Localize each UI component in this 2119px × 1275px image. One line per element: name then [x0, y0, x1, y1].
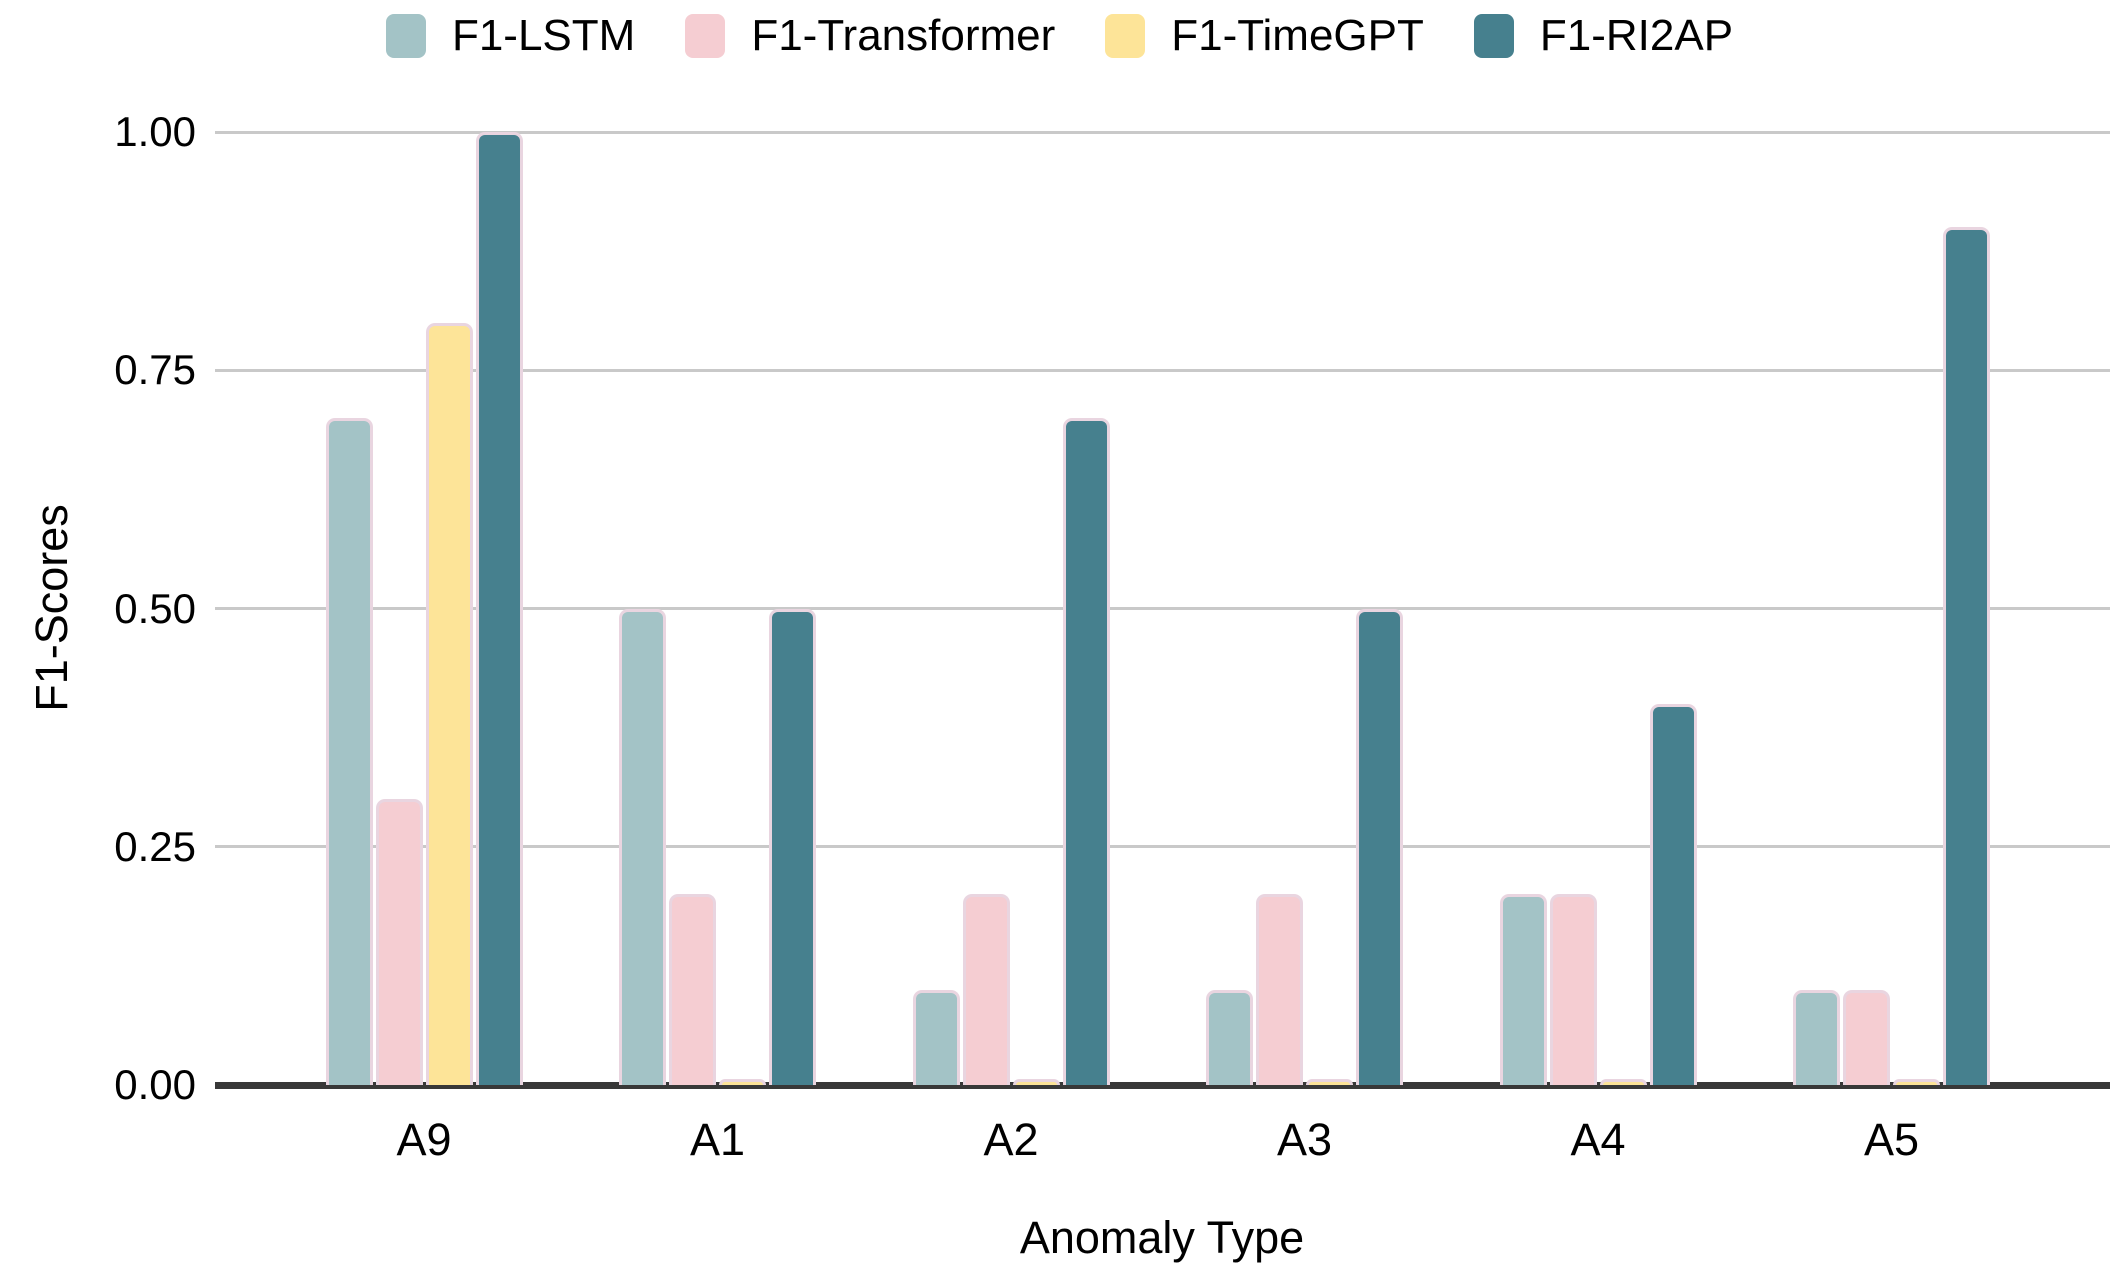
bar-A3-f1-ri2ap [1356, 608, 1403, 1085]
legend-swatch-f1-timegpt [1105, 14, 1146, 58]
y-tick-0.25: 0.25 [114, 822, 196, 870]
bar-A1-f1-transformer [669, 894, 716, 1085]
plot-area [215, 130, 2110, 1089]
bar-A2-f1-transformer [962, 894, 1010, 1085]
bar-A3-f1-timegpt [1306, 1079, 1353, 1085]
x-tick-A1: A1 [689, 1114, 746, 1165]
bar-A5-f1-ri2ap [1943, 227, 1990, 1085]
bar-group-A3 [1206, 608, 1403, 1085]
legend-label: F1-Transformer [751, 11, 1056, 60]
bar-A5-f1-lstm [1793, 989, 1840, 1085]
bar-A4-f1-lstm [1499, 894, 1547, 1085]
y-tick-0.75: 0.75 [114, 346, 196, 394]
x-tick-A3: A3 [1276, 1114, 1333, 1165]
legend-label: F1-TimeGPT [1171, 11, 1424, 60]
bar-A2-f1-ri2ap [1062, 417, 1110, 1085]
bar-A9-f1-lstm [325, 417, 373, 1085]
y-axis-title: F1-Scores [26, 504, 77, 712]
gridline-1.00 [215, 130, 2110, 134]
legend-item-f1-timegpt: F1-TimeGPT [1105, 12, 1424, 60]
legend-label: F1-LSTM [451, 11, 636, 60]
legend-item-f1-lstm: F1-LSTM [385, 11, 636, 60]
legend-swatch-f1-transformer [685, 14, 726, 58]
bar-A2-f1-lstm [912, 989, 960, 1085]
x-axis-title: Anomaly Type [1019, 1212, 1305, 1263]
y-tick-1.00: 1.00 [114, 108, 196, 155]
bar-group-A4 [1499, 703, 1697, 1085]
bar-group-A2 [912, 417, 1110, 1085]
bar-A3-f1-lstm [1206, 989, 1253, 1085]
bar-A4-f1-timegpt [1599, 1079, 1647, 1085]
bar-A9-f1-timegpt [425, 322, 473, 1085]
y-tick-0.50: 0.50 [114, 584, 196, 632]
x-tick-A2: A2 [983, 1114, 1039, 1165]
bar-A1-f1-lstm [619, 608, 666, 1085]
legend-swatch-f1-ri2ap [1473, 14, 1514, 58]
x-tick-A9: A9 [396, 1114, 452, 1165]
bar-group-A5 [1793, 227, 1990, 1085]
bar-A1-f1-ri2ap [769, 608, 816, 1085]
bar-A9-f1-ri2ap [475, 132, 523, 1085]
legend: F1-LSTM F1-Transformer F1-TimeGPT F1-RI2AP [0, 12, 2119, 60]
legend-label: F1-RI2AP [1539, 11, 1734, 60]
bar-A4-f1-ri2ap [1649, 703, 1697, 1085]
bar-A5-f1-timegpt [1893, 1079, 1940, 1085]
bar-A5-f1-transformer [1843, 989, 1890, 1085]
legend-item-f1-transformer: F1-Transformer [685, 12, 1055, 60]
x-tick-A4: A4 [1570, 1114, 1626, 1165]
bar-A1-f1-timegpt [719, 1079, 766, 1085]
bar-A9-f1-transformer [375, 799, 423, 1085]
y-tick-0.00: 0.00 [114, 1061, 196, 1108]
legend-swatch-f1-lstm [385, 14, 426, 58]
bar-A3-f1-transformer [1256, 894, 1303, 1085]
bar-group-A1 [619, 608, 816, 1085]
bar-A4-f1-transformer [1549, 894, 1597, 1085]
gridline-0.50 [215, 607, 2110, 610]
x-axis-line [215, 1082, 2110, 1089]
x-tick-A5: A5 [1863, 1114, 1920, 1165]
legend-item-f1-ri2ap: F1-RI2AP [1473, 11, 1734, 60]
bar-group-A9 [325, 132, 523, 1085]
gridline-0.25 [215, 845, 2110, 849]
bar-A2-f1-timegpt [1012, 1079, 1060, 1085]
gridline-0.75 [215, 368, 2110, 372]
